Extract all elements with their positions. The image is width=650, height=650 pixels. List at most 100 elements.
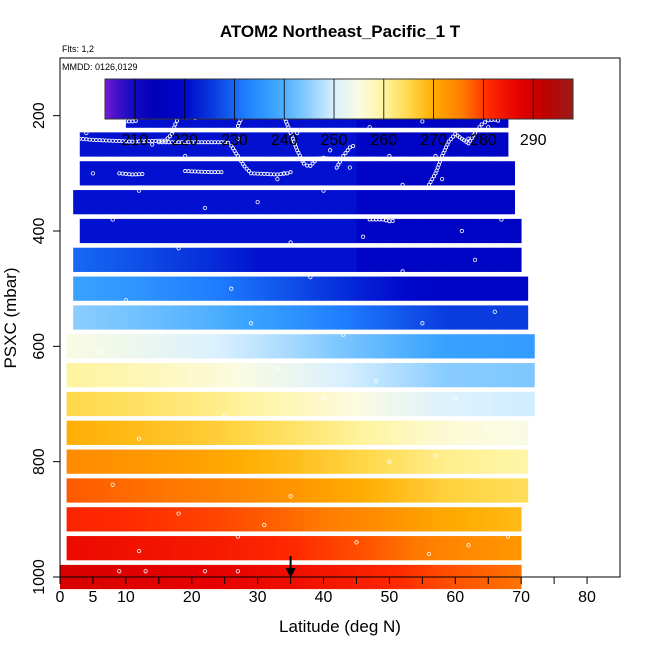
heatmap-cell (326, 420, 331, 445)
heatmap-cell (168, 190, 173, 215)
heatmap-cell (425, 334, 430, 359)
heatmap-cell (481, 305, 486, 330)
heatmap-cell (267, 478, 272, 503)
heatmap-cell (260, 363, 265, 388)
heatmap-cell (491, 478, 496, 503)
heatmap-cell (415, 276, 420, 301)
heatmap-cell (204, 363, 209, 388)
heatmap-cell (343, 478, 347, 503)
heatmap-cell (264, 132, 268, 157)
heatmap-cell (452, 276, 456, 301)
heatmap-cell (412, 305, 417, 330)
heatmap-cell (228, 507, 232, 532)
heatmap-cell (224, 507, 229, 532)
sample-point (492, 309, 497, 314)
heatmap-cell (389, 391, 394, 417)
heatmap-cell (165, 161, 170, 186)
heatmap-cell (211, 449, 216, 474)
heatmap-cell (76, 391, 81, 417)
heatmap-cell (316, 190, 321, 215)
heatmap-cell (484, 305, 489, 330)
heatmap-cell (376, 391, 380, 417)
heatmap-cell (379, 161, 384, 186)
heatmap-cell (221, 334, 226, 359)
heatmap-cell (257, 363, 262, 388)
heatmap-cell (471, 536, 476, 561)
heatmap-cell (234, 507, 239, 532)
heatmap-cell (125, 132, 130, 157)
heatmap-cell (330, 276, 334, 301)
sample-point (288, 240, 293, 245)
heatmap-cell (481, 247, 486, 272)
heatmap-cell (445, 305, 450, 330)
heatmap-cell (303, 536, 308, 561)
heatmap-cell (208, 391, 212, 417)
heatmap-cell (66, 420, 71, 445)
heatmap-cell (139, 334, 143, 359)
heatmap-cell (260, 507, 265, 532)
heatmap-cell (201, 536, 206, 561)
heatmap-cell (112, 276, 117, 301)
heatmap-cell (231, 449, 235, 474)
heatmap-cell (79, 334, 84, 359)
heatmap-cell (89, 190, 94, 215)
heatmap-cell (274, 132, 278, 157)
heatmap-cell (340, 536, 344, 561)
heatmap-cell (185, 478, 189, 503)
heatmap-cell (382, 190, 387, 215)
heatmap-cell (491, 276, 496, 301)
heatmap-cell (185, 334, 189, 359)
heatmap-cell (214, 507, 219, 532)
heatmap-cell (415, 218, 420, 244)
heatmap-cell (405, 507, 410, 532)
heatmap-cell (425, 132, 430, 157)
heatmap-cell (422, 190, 427, 215)
heatmap-cell (234, 391, 239, 417)
heatmap-cell (399, 449, 403, 474)
track-point (345, 148, 350, 153)
heatmap-cell (270, 420, 275, 445)
heatmap-cell (106, 276, 110, 301)
heatmap-cell (162, 449, 166, 474)
heatmap-cell (132, 391, 137, 417)
heatmap-cell (508, 507, 512, 532)
heatmap-cell (320, 247, 324, 272)
heatmap-cell (399, 507, 403, 532)
heatmap-cell (313, 190, 318, 215)
heatmap-cell (267, 132, 272, 157)
heatmap-cell (99, 247, 104, 272)
heatmap-cell (491, 161, 496, 186)
track-point (310, 161, 315, 166)
heatmap-cell (491, 363, 496, 388)
heatmap-cell (372, 334, 377, 359)
heatmap-cell (396, 190, 400, 215)
heatmap-cell (191, 507, 196, 532)
heatmap-cell (491, 391, 496, 417)
heatmap-cell (369, 247, 374, 272)
heatmap-cell (333, 218, 338, 244)
heatmap-cell (178, 161, 183, 186)
plot-frame (59, 57, 621, 578)
track-point (140, 172, 145, 177)
sample-point (123, 298, 128, 303)
heatmap-cell (389, 132, 394, 157)
heatmap-cell (346, 478, 351, 503)
heatmap-cell (122, 391, 127, 417)
heatmap-cell (221, 536, 226, 561)
heatmap-cell (359, 247, 364, 272)
heatmap-cell (346, 276, 351, 301)
heatmap-cell (303, 478, 308, 503)
heatmap-cell (96, 478, 100, 503)
heatmap-cell (349, 420, 354, 445)
heatmap-cell (231, 218, 235, 244)
heatmap-cell (208, 449, 212, 474)
heatmap-cell (139, 507, 143, 532)
heatmap-cell (191, 334, 196, 359)
heatmap-cell (198, 161, 203, 186)
heatmap-cell (511, 161, 515, 186)
heatmap-cell (310, 276, 315, 301)
heatmap-cell (204, 218, 209, 244)
heatmap-cell (293, 305, 298, 330)
heatmap-cell (521, 449, 525, 474)
heatmap-cell (491, 190, 496, 215)
